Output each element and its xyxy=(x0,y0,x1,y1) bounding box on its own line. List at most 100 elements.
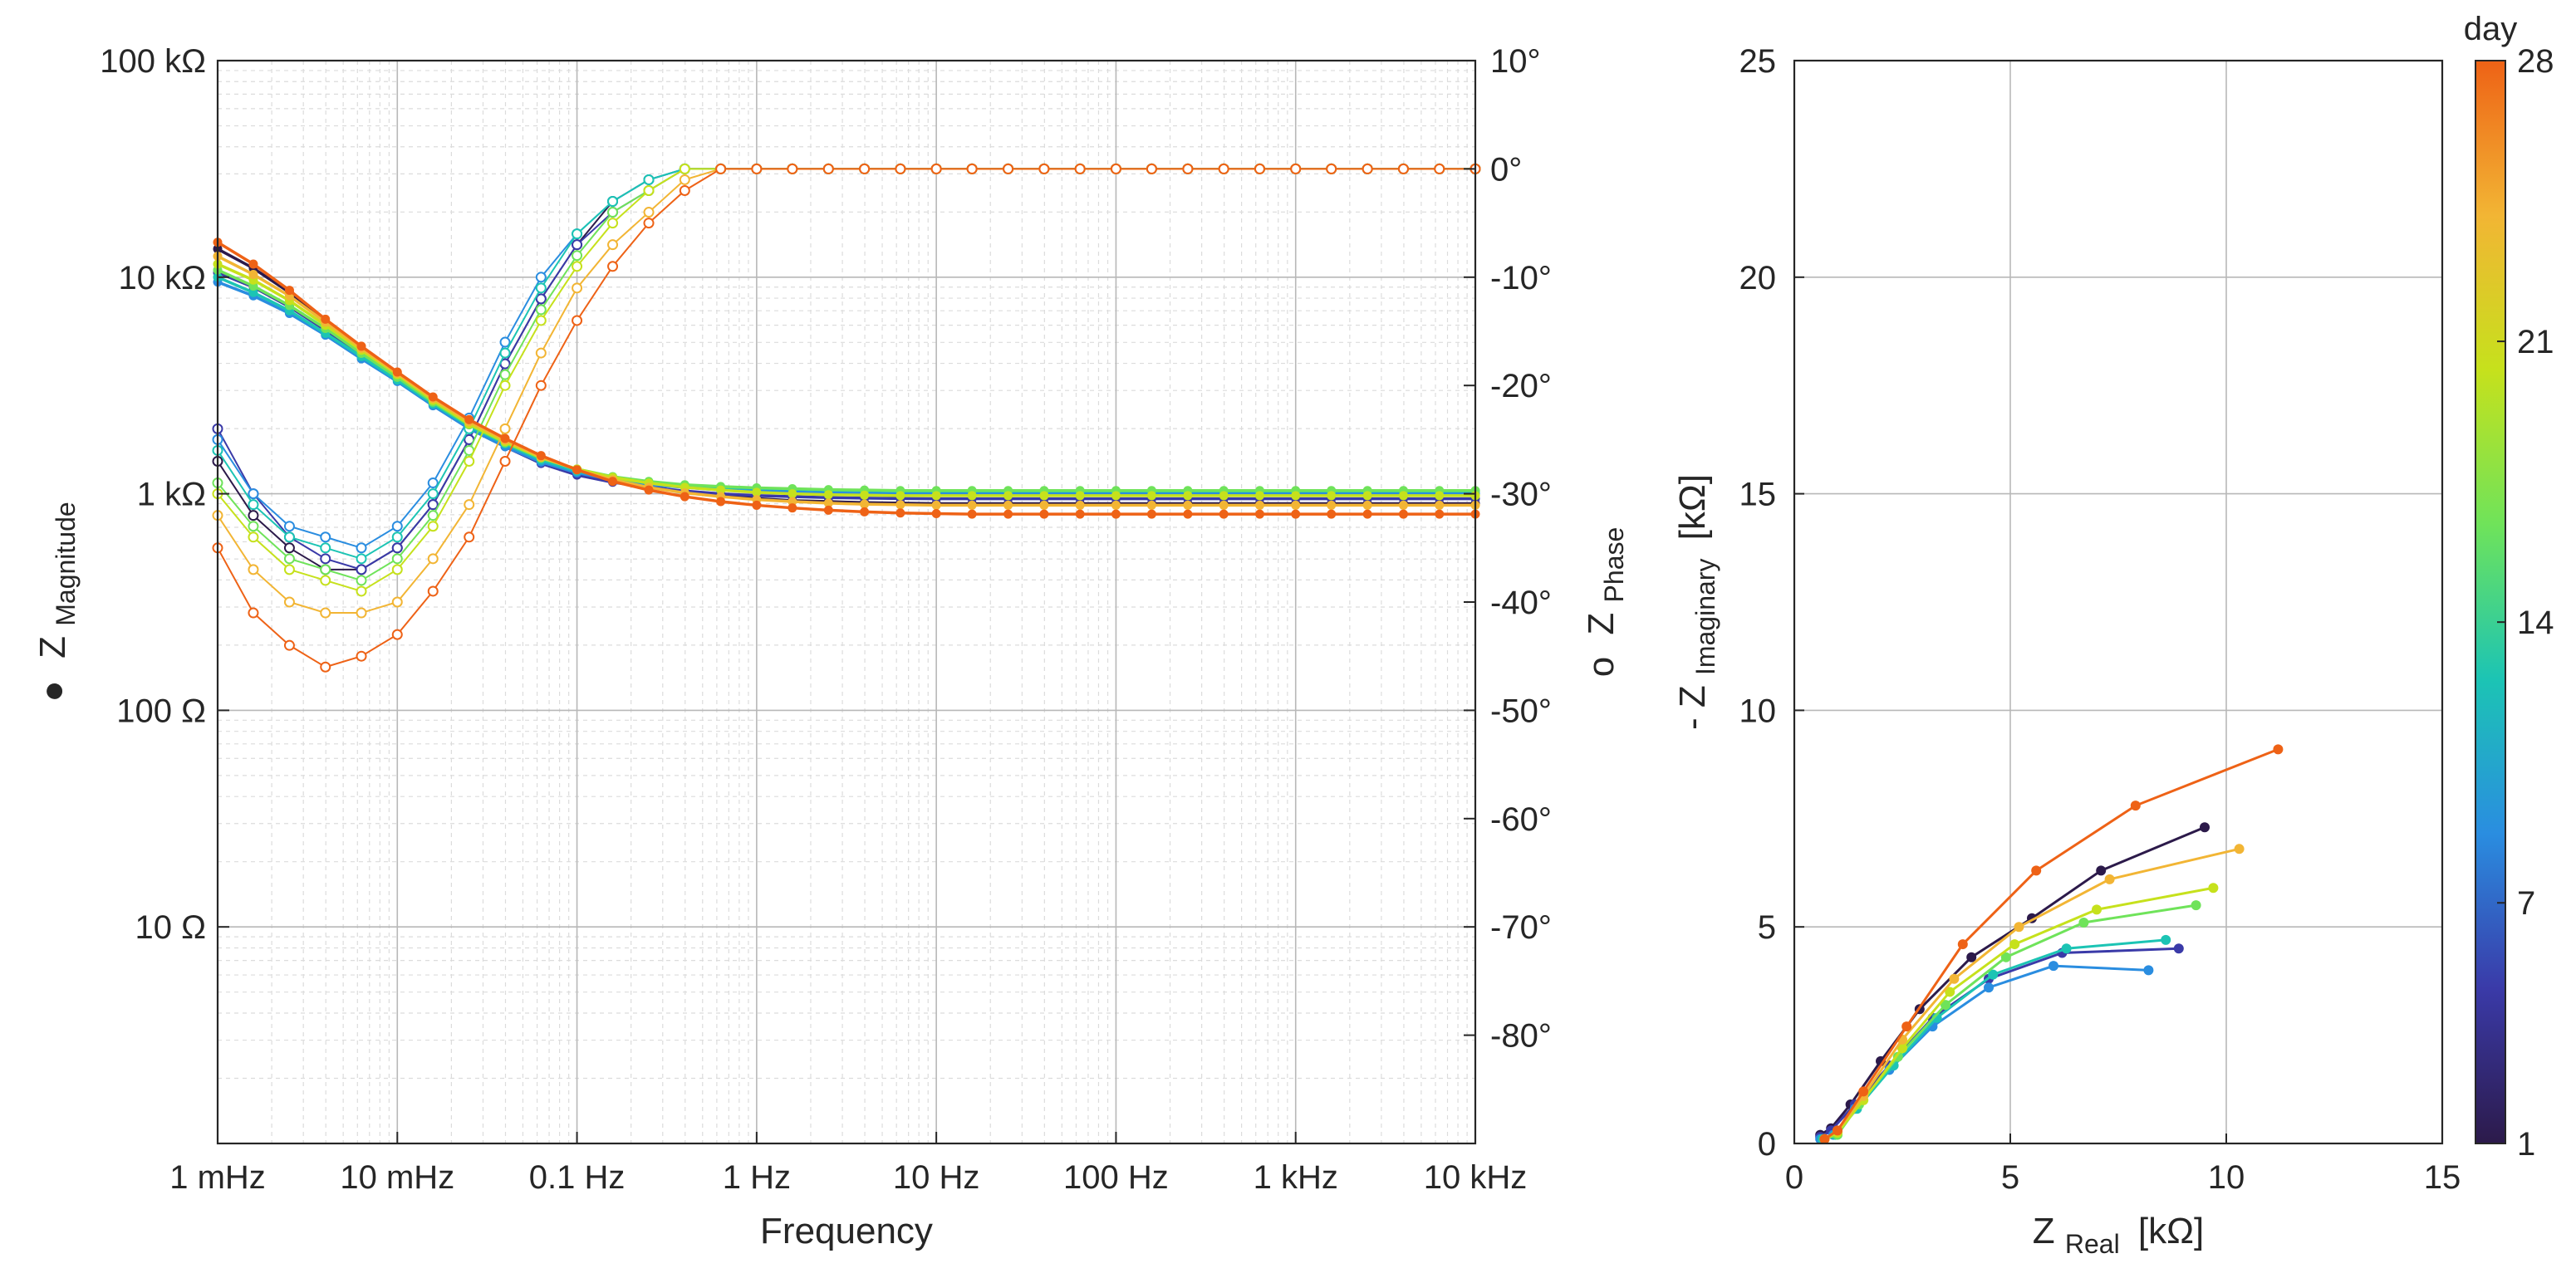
phase-point xyxy=(427,488,439,500)
nyquist-y-tick-label: 20 xyxy=(1739,260,1777,296)
magnitude-point xyxy=(860,499,870,509)
magnitude-point xyxy=(1146,491,1156,501)
phase-point xyxy=(356,564,367,575)
phase-point xyxy=(535,272,547,283)
magnitude-point xyxy=(752,487,762,497)
phase-point xyxy=(391,542,403,554)
phase-point xyxy=(1038,163,1050,174)
phase-point xyxy=(535,282,547,294)
phase-point xyxy=(1290,163,1302,174)
magnitude-point xyxy=(1435,509,1445,519)
phase-point xyxy=(679,163,690,174)
nyquist-x-ticks: 0 5 10 15 xyxy=(1785,1134,2461,1196)
bode-y-ticks-left: 10 Ω 100 Ω 1 kΩ 10 kΩ 100 kΩ xyxy=(100,43,229,946)
nyquist-line xyxy=(1823,847,2240,1141)
magnitude-line xyxy=(217,241,1475,516)
phase-point xyxy=(643,174,655,185)
bode-x-tick-label: 10 Hz xyxy=(893,1159,980,1196)
nyquist-point xyxy=(1949,973,1960,984)
nyquist-line xyxy=(1823,886,2214,1141)
nyquist-series-day-24 xyxy=(1819,844,2245,1144)
magnitude-point xyxy=(1146,509,1156,519)
phase-point xyxy=(427,521,439,532)
magnitude-point xyxy=(1111,509,1121,519)
phase-point xyxy=(535,347,547,359)
magnitude-point xyxy=(1146,500,1156,510)
nyquist-point xyxy=(2078,917,2089,928)
bode-y-tick-label-left: 10 kΩ xyxy=(118,260,206,296)
phase-point xyxy=(535,315,547,326)
phase-point xyxy=(1182,163,1194,174)
nyquist-point xyxy=(1833,1125,1842,1136)
bode-y-tick-label-left: 100 Ω xyxy=(116,693,206,729)
nyquist-point xyxy=(2014,922,2024,933)
magnitude-line xyxy=(217,268,1475,492)
phase-line xyxy=(217,168,1475,570)
phase-point xyxy=(391,629,403,640)
colorbar-gradient xyxy=(2475,60,2506,1144)
magnitude-point xyxy=(428,392,438,402)
phase-point xyxy=(356,575,367,586)
bode-y-tick-label-right: -80° xyxy=(1490,1018,1552,1055)
nyquist-point xyxy=(1941,1000,1950,1011)
phase-point xyxy=(1397,163,1409,174)
colorbar-tick-label: 1 xyxy=(2517,1126,2535,1163)
colorbar-title: day xyxy=(2464,11,2518,47)
phase-point xyxy=(607,218,619,229)
magnitude-point xyxy=(967,500,977,510)
nyquist-line xyxy=(1819,964,2149,1141)
bode-y-label-left: ● Z Magnitude xyxy=(32,502,81,702)
bode-x-tick-label: 10 kHz xyxy=(1424,1159,1528,1196)
phase-point xyxy=(391,596,403,608)
phase-point xyxy=(248,521,259,532)
bode-grid xyxy=(217,60,1476,1143)
phase-point xyxy=(427,510,439,521)
nyquist-line xyxy=(1819,825,2206,1136)
magnitude-point xyxy=(895,491,905,501)
nyquist-point xyxy=(1966,952,1977,962)
phase-point xyxy=(643,184,655,196)
bode-series-day-28 xyxy=(212,163,1481,673)
phase-point xyxy=(356,542,367,554)
phase-point xyxy=(607,261,619,272)
phase-line xyxy=(217,168,1475,668)
nyquist-x-tick-label: 15 xyxy=(2424,1159,2461,1196)
phase-point xyxy=(464,499,475,511)
magnitude-point xyxy=(1362,491,1372,501)
bode-x-tick-label: 1 Hz xyxy=(723,1159,791,1196)
magnitude-point xyxy=(788,497,797,507)
phase-point xyxy=(643,207,655,218)
phase-point xyxy=(248,488,259,500)
bode-y-label-left-sub: Magnitude xyxy=(51,502,81,625)
phase-point xyxy=(1254,163,1265,174)
phase-point xyxy=(248,510,259,521)
bode-y-label-right-main: Z xyxy=(1581,613,1622,635)
nyquist-x-tick-label: 5 xyxy=(2001,1159,2019,1196)
magnitude-point xyxy=(1039,500,1049,510)
nyquist-point xyxy=(2208,883,2219,894)
phase-point xyxy=(572,315,583,326)
phase-point xyxy=(751,163,763,174)
nyquist-point xyxy=(2000,952,2011,962)
nyquist-point xyxy=(2161,934,2171,945)
phase-point xyxy=(391,564,403,575)
nyquist-series xyxy=(1815,744,2284,1144)
magnitude-point xyxy=(1435,491,1445,501)
bode-y-tick-label-left: 1 kΩ xyxy=(137,477,206,513)
nyquist-x-tick-label: 10 xyxy=(2208,1159,2245,1196)
phase-point xyxy=(320,542,331,554)
phase-point xyxy=(356,650,367,662)
magnitude-point xyxy=(967,509,977,519)
phase-point xyxy=(356,607,367,619)
magnitude-point xyxy=(1075,509,1085,519)
phase-point xyxy=(643,218,655,229)
bode-y-tick-label-right: 0° xyxy=(1490,151,1522,188)
phase-point xyxy=(427,499,439,511)
phase-point xyxy=(1218,163,1229,174)
phase-point xyxy=(1434,163,1445,174)
magnitude-point xyxy=(1398,500,1408,510)
phase-point xyxy=(356,553,367,565)
magnitude-point xyxy=(1219,500,1229,510)
phase-point xyxy=(391,521,403,532)
nyquist-plot: 0 5 10 15 0 5 10 15 20 25 Z Real [kΩ] - Z Imagin… xyxy=(1672,43,2461,1259)
